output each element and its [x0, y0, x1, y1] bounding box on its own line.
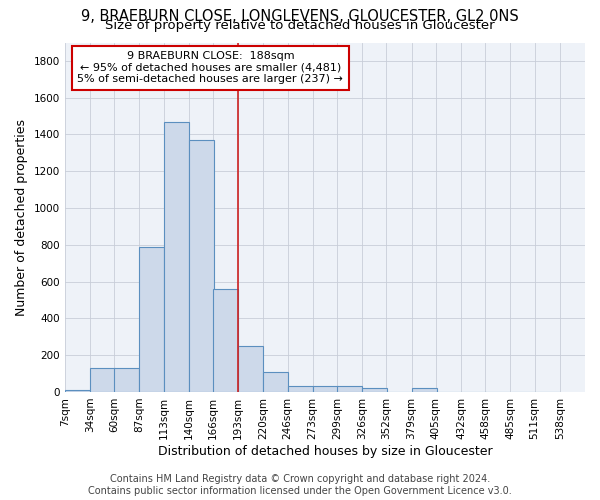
Text: Contains HM Land Registry data © Crown copyright and database right 2024.
Contai: Contains HM Land Registry data © Crown c… — [88, 474, 512, 496]
Bar — [313, 386, 338, 392]
Bar — [263, 372, 289, 392]
Text: 9, BRAEBURN CLOSE, LONGLEVENS, GLOUCESTER, GL2 0NS: 9, BRAEBURN CLOSE, LONGLEVENS, GLOUCESTE… — [81, 9, 519, 24]
Text: 9 BRAEBURN CLOSE:  188sqm
← 95% of detached houses are smaller (4,481)
5% of sem: 9 BRAEBURN CLOSE: 188sqm ← 95% of detach… — [77, 51, 343, 84]
Bar — [65, 390, 90, 392]
Bar — [189, 140, 214, 392]
Bar — [213, 289, 238, 392]
Bar — [362, 388, 387, 392]
Bar — [139, 246, 164, 392]
Bar — [287, 386, 313, 392]
X-axis label: Distribution of detached houses by size in Gloucester: Distribution of detached houses by size … — [158, 444, 492, 458]
Bar — [337, 386, 362, 392]
Bar — [164, 122, 188, 392]
Text: Size of property relative to detached houses in Gloucester: Size of property relative to detached ho… — [105, 19, 495, 32]
Bar — [238, 346, 263, 392]
Y-axis label: Number of detached properties: Number of detached properties — [15, 118, 28, 316]
Bar — [412, 388, 437, 392]
Bar — [90, 368, 115, 392]
Bar — [114, 368, 139, 392]
